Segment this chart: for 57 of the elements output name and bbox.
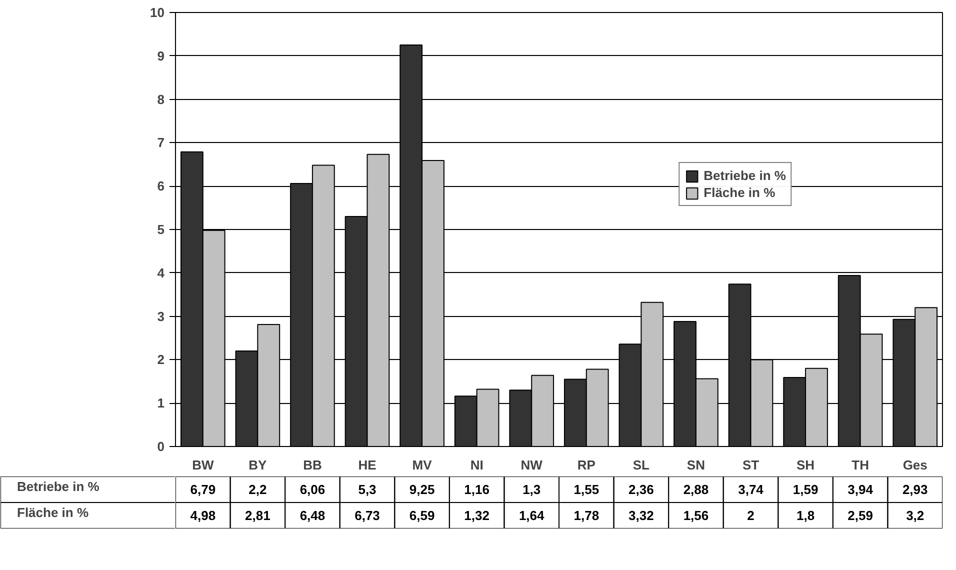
x-tick-label: ST [742,458,760,472]
legend-label: Fläche in % [704,185,776,200]
data-label: 3,32 [628,508,654,523]
data-label: 2,93 [902,482,928,497]
data-label: 1,59 [792,482,818,497]
data-label: 6,79 [190,482,216,497]
y-tick-label: 9 [157,48,165,64]
x-tick-label: MV [412,458,432,472]
data-label: 1,56 [683,508,709,523]
data-label: 6,06 [300,482,326,497]
data-label: 1,55 [574,482,600,497]
x-tick-label: Ges [902,458,928,472]
data-label: 2 [747,508,754,523]
data-label: 2,59 [848,508,873,523]
y-tick-label: 5 [157,222,165,237]
x-tick-label: TH [852,458,869,472]
data-label: 5,3 [358,482,376,497]
y-tick-label: 6 [157,178,165,194]
data-label: 6,48 [300,508,326,523]
data-label: 3,74 [738,482,764,497]
x-tick-label: BW [192,458,214,472]
text: Fläche in % [17,504,89,520]
x-tick-label: NI [470,458,484,472]
data-label: 6,73 [354,508,380,523]
data-label: 3,2 [906,508,924,523]
data-label: 2,88 [683,482,709,497]
data-label: 9,25 [409,482,435,497]
x-tick-label: RP [577,458,596,472]
y-tick-label: 7 [157,135,165,150]
x-tick-label: NW [520,458,544,472]
data-label: 6,59 [409,508,435,523]
y-tick-label: 3 [157,308,165,324]
x-tick-label: SL [632,458,650,472]
data-label: 2,36 [628,482,654,497]
y-tick-label: 10 [150,5,165,20]
data-label: 1,16 [464,482,490,497]
y-tick-label: 0 [157,439,165,454]
data-label: 1,8 [796,508,815,523]
data-label: 3,94 [848,482,874,497]
y-tick-label: 8 [157,92,165,107]
y-tick-label: 4 [157,265,166,280]
x-tick-label: SN [686,458,705,472]
x-tick-label: BB [303,458,322,472]
data-label: 1,78 [574,508,600,523]
x-tick-label: SH [796,458,815,472]
y-tick-label: 1 [157,396,165,411]
x-tick-label: BY [248,458,268,472]
data-label: 2,2 [248,482,267,497]
data-label: 4,98 [190,508,216,523]
text: Betriebe in % [17,478,100,494]
data-label: 1,64 [518,508,546,523]
y-tick-label: 2 [157,352,165,368]
x-tick-label: HE [358,458,377,472]
data-label: 1,3 [522,482,541,497]
legend-label: Betriebe in % [704,168,786,183]
data-label: 2,81 [245,508,270,523]
data-label: 1,32 [464,508,490,523]
